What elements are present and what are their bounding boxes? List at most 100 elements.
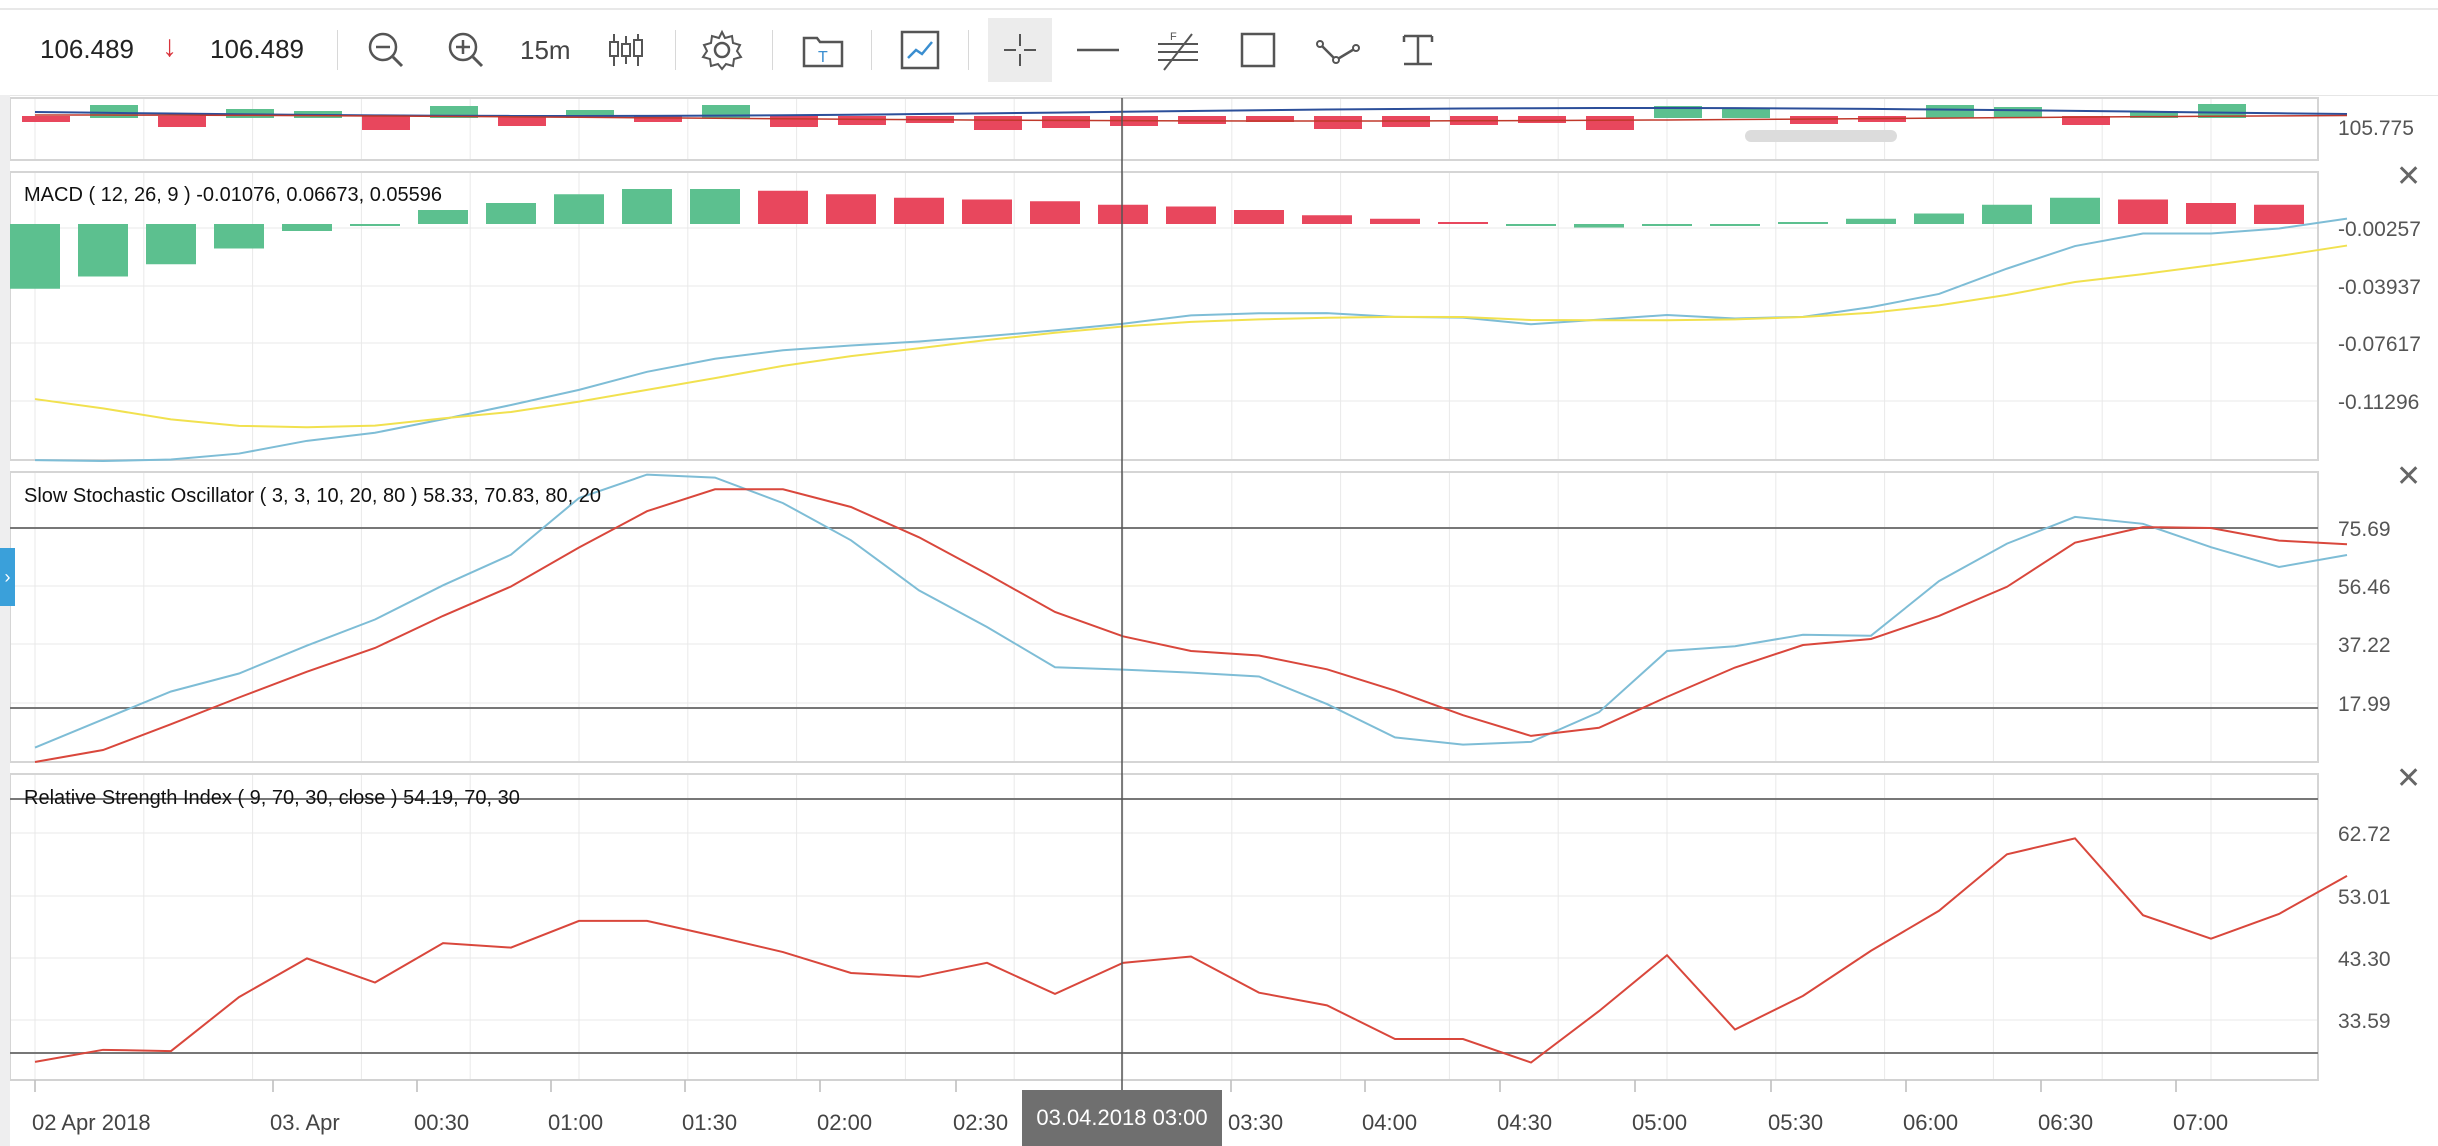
stochastic-k-line [34,473,2348,749]
x-axis-tick-label: 05:30 [1768,1110,1823,1135]
overview-y-tick: 105.775 [2338,117,2414,140]
overview-candle [838,116,886,125]
x-axis-tick-label: 01:30 [682,1110,737,1135]
chart-type-button[interactable] [598,22,654,78]
macd-histogram-bar [690,189,740,224]
price-overview-panel [22,104,2348,142]
chart-image-icon [900,30,940,70]
text-tool-icon [1402,34,1434,66]
overview-candle [770,116,818,127]
panel-frame [9,171,2319,461]
x-axis-tick-label: 02 Apr 2018 [32,1110,151,1135]
x-axis-tick-label: 07:00 [2173,1110,2228,1135]
left-border [0,95,10,1146]
x-axis-tick-label: 00:30 [414,1110,469,1135]
macd-histogram-bar [1030,201,1080,224]
panel-frames [0,95,2319,1146]
rectangle-icon [1240,32,1276,68]
rsi-y-tick: 33.59 [2338,1010,2391,1033]
macd-histogram-bar [1506,224,1556,226]
toolbar-separator [337,30,338,70]
x-axis-tick-label: 03. Apr [270,1110,340,1135]
toolbar-separator [871,30,872,70]
x-axis-tick-label: 04:30 [1497,1110,1552,1135]
overview-price-line [34,114,2348,122]
svg-text:F: F [1170,31,1177,43]
macd-histogram-bar [214,224,264,249]
overview-candle [2062,116,2110,125]
overview-scroll-handle [1745,130,1897,142]
macd-histogram-bar [1914,213,1964,224]
polyline-icon [1316,40,1360,64]
folder-icon: T [802,36,844,68]
x-axis-tick-label: 06:30 [2038,1110,2093,1135]
macd-histogram-bar [962,199,1012,224]
zoom-out-button[interactable] [358,22,414,78]
macd-histogram-bar [1370,218,1420,224]
macd-histogram-bar [10,224,60,289]
panel-frame [9,773,2319,1081]
close-stochastic-button[interactable]: ✕ [2396,460,2422,493]
toolbar: 106.489 ↓ 106.489 15m T F [0,0,2438,96]
x-axis-tick-label: 05:00 [1632,1110,1687,1135]
rsi-panel [10,798,2348,1064]
close-macd-button[interactable]: ✕ [2396,160,2422,193]
current-price: 106.489 [40,34,134,64]
macd-histogram-bar [1234,210,1284,224]
macd-histogram-bar [1098,204,1148,224]
macd-histogram-bar [758,190,808,224]
macd-histogram-bar [1574,224,1624,228]
polyline-tool[interactable] [1310,22,1366,78]
timeframe-button[interactable]: 15m [520,35,571,65]
crosshair-time-label: 03.04.2018 03:00 [1022,1090,1222,1146]
macd-histogram-bar [1778,222,1828,224]
snapshot-button[interactable] [892,22,948,78]
macd-histogram-bar [1166,206,1216,224]
side-panel-toggle[interactable]: › [0,548,15,606]
macd-y-tick: -0.07617 [2338,333,2421,356]
overview-candle [566,110,614,118]
x-axis-tick-label: 01:00 [548,1110,603,1135]
overview-candle [498,116,546,126]
zoom-in-button[interactable] [438,22,494,78]
rsi-title: Relative Strength Index ( 9, 70, 30, clo… [24,787,520,809]
macd-signal-line [34,244,2348,429]
macd-histogram-bar [554,194,604,224]
rsi-y-tick: 62.72 [2338,823,2391,846]
overview-candle [158,116,206,127]
x-axis-tick-label: 04:00 [1362,1110,1417,1135]
macd-panel [10,189,2348,462]
macd-histogram-bar [1982,204,2032,224]
overview-candle [22,116,70,122]
overview-candle [1178,116,1226,124]
crosshair-tool-button[interactable] [988,18,1052,82]
macd-histogram-bar [2254,204,2304,224]
x-axis-ticks: 02 Apr 2018 03. Apr 00:30 01:00 01:30 02:00 02… [10,1079,2318,1135]
stochastic-title: Slow Stochastic Oscillator ( 3, 3, 10, 2… [24,485,601,507]
macd-histogram-bar [1642,224,1692,226]
macd-histogram-bar [2186,203,2236,224]
macd-histogram-bar [418,210,468,224]
stochastic-y-tick: 37.22 [2338,634,2391,657]
macd-y-tick: -0.11296 [2338,391,2419,414]
overview-candle [1722,108,1770,118]
rectangle-tool[interactable] [1230,22,1286,78]
panel-frame [9,471,2319,763]
x-axis-tick-label: 06:00 [1903,1110,1958,1135]
x-axis-tick-label: 02:00 [817,1110,872,1135]
toolbar-separator [675,30,676,70]
templates-button[interactable]: T [795,22,851,78]
x-axis-tick-label: 02:30 [953,1110,1008,1135]
close-rsi-button[interactable]: ✕ [2396,762,2422,795]
macd-y-tick: -0.03937 [2338,276,2421,299]
text-tool[interactable] [1390,22,1446,78]
macd-histogram-bar [282,224,332,231]
crosshair-icon [1004,34,1036,66]
stochastic-y-tick: 17.99 [2338,693,2391,716]
settings-button[interactable] [694,22,750,78]
fibonacci-tool[interactable]: F [1150,22,1206,78]
svg-text:T: T [818,49,828,66]
chevron-right-icon: › [4,566,11,587]
horizontal-line-tool[interactable] [1070,22,1126,78]
